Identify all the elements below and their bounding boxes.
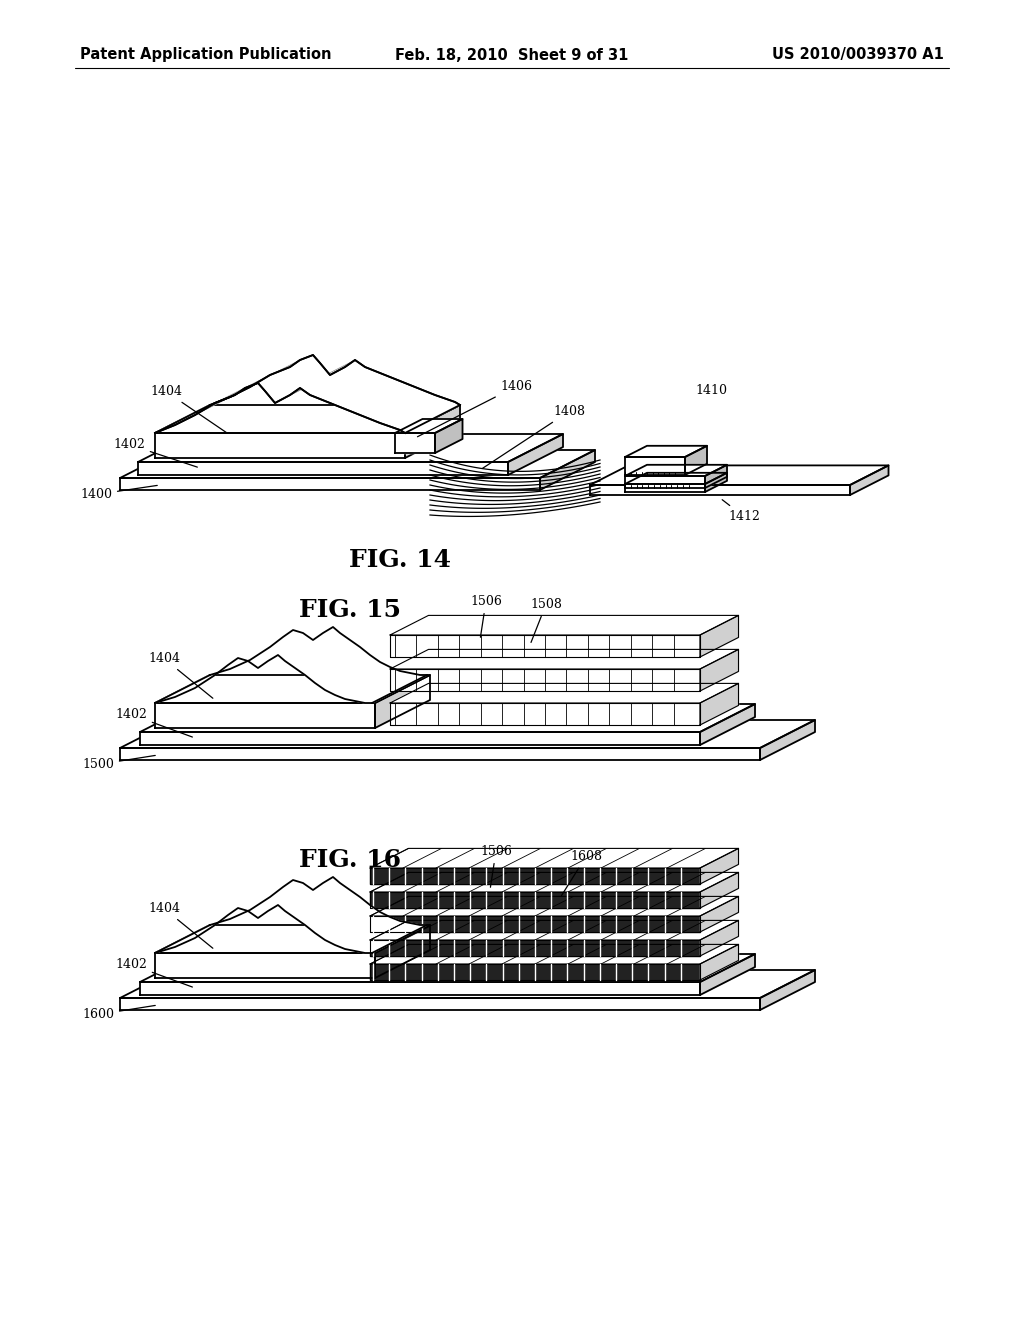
Polygon shape (370, 920, 738, 940)
Polygon shape (120, 748, 760, 760)
Text: 1506: 1506 (480, 845, 512, 887)
Polygon shape (155, 433, 406, 458)
Polygon shape (155, 675, 430, 704)
Polygon shape (390, 684, 738, 704)
Polygon shape (155, 405, 460, 433)
Text: 1406: 1406 (418, 380, 532, 437)
Polygon shape (700, 954, 755, 995)
Text: 1404: 1404 (148, 652, 213, 698)
Polygon shape (700, 896, 738, 932)
Polygon shape (700, 704, 755, 744)
Polygon shape (120, 450, 595, 478)
Text: 1506: 1506 (470, 595, 502, 638)
Text: 1402: 1402 (115, 708, 193, 737)
Text: 1412: 1412 (722, 500, 760, 523)
Polygon shape (140, 982, 700, 995)
Polygon shape (370, 964, 700, 979)
Polygon shape (625, 465, 727, 477)
Polygon shape (700, 873, 738, 908)
Text: 1408: 1408 (482, 405, 585, 469)
Polygon shape (140, 733, 700, 744)
Polygon shape (390, 649, 738, 669)
Polygon shape (406, 405, 460, 458)
Polygon shape (590, 466, 889, 484)
Polygon shape (700, 649, 738, 690)
Polygon shape (375, 675, 430, 729)
Polygon shape (155, 876, 427, 953)
Text: Patent Application Publication: Patent Application Publication (80, 48, 332, 62)
Polygon shape (705, 465, 727, 488)
Polygon shape (120, 998, 760, 1010)
Polygon shape (138, 434, 563, 462)
Polygon shape (138, 462, 508, 475)
Polygon shape (155, 953, 375, 978)
Polygon shape (700, 684, 738, 725)
Text: FIG. 14: FIG. 14 (349, 548, 451, 572)
Polygon shape (625, 477, 705, 488)
Text: 1400: 1400 (80, 486, 158, 502)
Polygon shape (370, 892, 700, 908)
Polygon shape (850, 466, 889, 495)
Polygon shape (395, 418, 463, 433)
Polygon shape (155, 355, 460, 433)
Polygon shape (590, 484, 850, 495)
Polygon shape (155, 925, 430, 953)
Text: 1404: 1404 (150, 385, 227, 433)
Polygon shape (760, 970, 815, 1010)
Polygon shape (540, 450, 595, 490)
Polygon shape (705, 473, 727, 492)
Text: 1608: 1608 (561, 850, 602, 896)
Polygon shape (700, 920, 738, 956)
Polygon shape (120, 478, 540, 490)
Polygon shape (700, 944, 738, 979)
Text: Feb. 18, 2010  Sheet 9 of 31: Feb. 18, 2010 Sheet 9 of 31 (395, 48, 629, 62)
Text: 1404: 1404 (148, 902, 213, 948)
Polygon shape (120, 719, 815, 748)
Text: 1402: 1402 (113, 438, 198, 467)
Polygon shape (120, 970, 815, 998)
Text: 1508: 1508 (530, 598, 562, 643)
Polygon shape (625, 484, 705, 492)
Polygon shape (140, 704, 755, 733)
Text: FIG. 16: FIG. 16 (299, 847, 401, 873)
Polygon shape (370, 940, 700, 956)
Text: US 2010/0039370 A1: US 2010/0039370 A1 (772, 48, 944, 62)
Polygon shape (625, 446, 707, 457)
Polygon shape (140, 954, 755, 982)
Polygon shape (370, 849, 738, 869)
Polygon shape (370, 944, 738, 964)
Polygon shape (760, 719, 815, 760)
Polygon shape (370, 869, 700, 884)
Polygon shape (395, 433, 435, 453)
Polygon shape (370, 896, 738, 916)
Polygon shape (390, 635, 700, 657)
Text: FIG. 15: FIG. 15 (299, 598, 401, 622)
Polygon shape (390, 669, 700, 690)
Polygon shape (370, 873, 738, 892)
Polygon shape (435, 418, 463, 453)
Polygon shape (508, 434, 563, 475)
Text: 1402: 1402 (115, 958, 193, 987)
Text: 1600: 1600 (82, 1006, 156, 1020)
Polygon shape (390, 704, 700, 725)
Polygon shape (390, 615, 738, 635)
Polygon shape (700, 849, 738, 884)
Polygon shape (375, 925, 430, 978)
Polygon shape (625, 457, 685, 475)
Polygon shape (155, 627, 427, 704)
Polygon shape (700, 615, 738, 657)
Text: 1500: 1500 (82, 755, 156, 771)
Polygon shape (370, 916, 700, 932)
Polygon shape (155, 704, 375, 729)
Polygon shape (685, 446, 707, 475)
Polygon shape (625, 473, 727, 484)
Text: 1410: 1410 (695, 384, 727, 396)
